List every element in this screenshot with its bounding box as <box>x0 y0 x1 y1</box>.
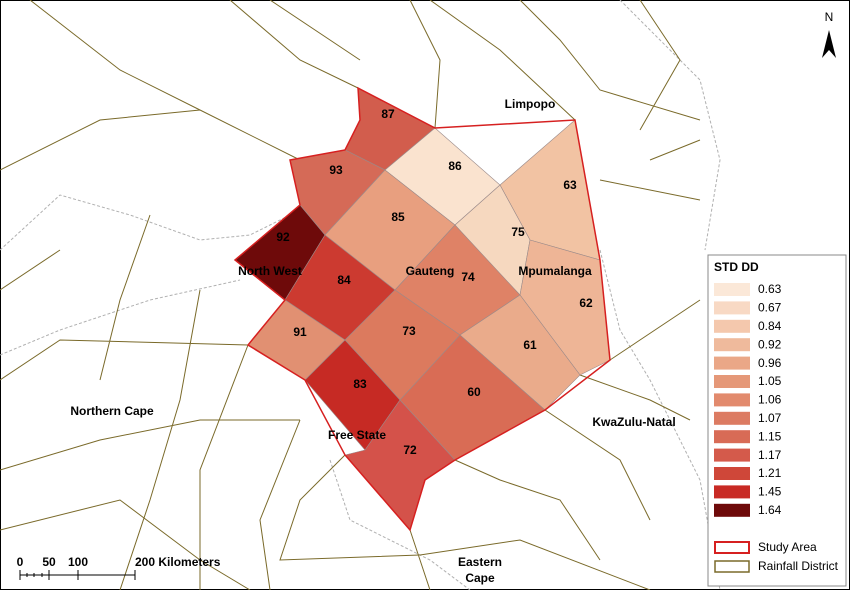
legend-swatch <box>714 430 750 444</box>
district-label: 63 <box>563 178 577 192</box>
district-label: 72 <box>403 443 417 457</box>
legend-label: 0.84 <box>758 319 782 333</box>
legend-swatch <box>714 356 750 370</box>
district-label: 75 <box>511 225 525 239</box>
district-label: 87 <box>381 107 395 121</box>
region-label: Limpopo <box>505 97 556 111</box>
region-label: Northern Cape <box>70 404 154 418</box>
legend-swatch <box>714 560 750 573</box>
scale-label: 50 <box>42 555 56 569</box>
legend-label: 1.05 <box>758 374 782 388</box>
scale-bar <box>19 570 136 580</box>
district-label: 60 <box>467 385 481 399</box>
legend-swatch <box>714 319 750 333</box>
north-arrow <box>822 30 836 58</box>
legend-label: Study Area <box>758 540 817 554</box>
district-label: 86 <box>448 159 462 173</box>
region-label: KwaZulu-Natal <box>592 415 675 429</box>
scale-label: 200 Kilometers <box>135 555 221 569</box>
coastline <box>0 194 301 251</box>
north-label: N <box>825 10 834 24</box>
region-label: Gauteng <box>406 264 455 278</box>
legend-swatch <box>714 541 750 554</box>
legend-label: Rainfall District <box>758 559 839 573</box>
legend-label: 1.21 <box>758 466 782 480</box>
legend-label: 0.63 <box>758 282 782 296</box>
legend-swatch <box>714 503 750 517</box>
legend-label: 1.06 <box>758 393 782 407</box>
legend-swatch <box>714 393 750 407</box>
legend-label: 1.07 <box>758 411 782 425</box>
legend-swatch <box>714 375 750 388</box>
district-label: 85 <box>391 210 405 224</box>
district <box>519 239 611 376</box>
legend-swatch <box>714 338 750 352</box>
district-label: 74 <box>461 270 475 284</box>
district-label: 91 <box>293 325 307 339</box>
legend-title: STD DD <box>714 260 759 274</box>
legend-swatch <box>714 411 750 425</box>
region-label: Eastern <box>458 555 502 569</box>
district-label: 73 <box>402 324 416 338</box>
province-border <box>0 0 721 591</box>
scale-label: 100 <box>68 555 88 569</box>
legend-swatch <box>714 467 750 480</box>
provinces <box>0 0 721 591</box>
district-label: 61 <box>523 338 537 352</box>
legend-label: 0.96 <box>758 356 782 370</box>
district-label: 93 <box>329 163 343 177</box>
legend-swatch <box>714 283 750 296</box>
region-label: Cape <box>465 571 495 585</box>
legend-swatch <box>714 301 750 315</box>
study-area-outline <box>233 86 611 532</box>
legend-label: 1.64 <box>758 503 782 517</box>
district-label: 84 <box>337 273 351 287</box>
district-label: 83 <box>353 377 367 391</box>
legend-label: 0.92 <box>758 337 782 351</box>
legend-swatch <box>714 448 750 462</box>
district-label: 92 <box>276 230 290 244</box>
legend-label: 1.45 <box>758 485 782 499</box>
scale-label: 0 <box>17 555 24 569</box>
legend-swatch <box>714 485 750 499</box>
rainfall-districts <box>0 0 701 591</box>
legend-label: 1.17 <box>758 448 782 462</box>
region-label: Free State <box>328 428 386 442</box>
region-label: North West <box>238 264 302 278</box>
region-label: Mpumalanga <box>518 264 592 278</box>
legend-label: 0.67 <box>758 301 782 315</box>
districts <box>234 87 611 531</box>
legend-label: 1.15 <box>758 429 782 443</box>
district-label: 62 <box>579 296 593 310</box>
